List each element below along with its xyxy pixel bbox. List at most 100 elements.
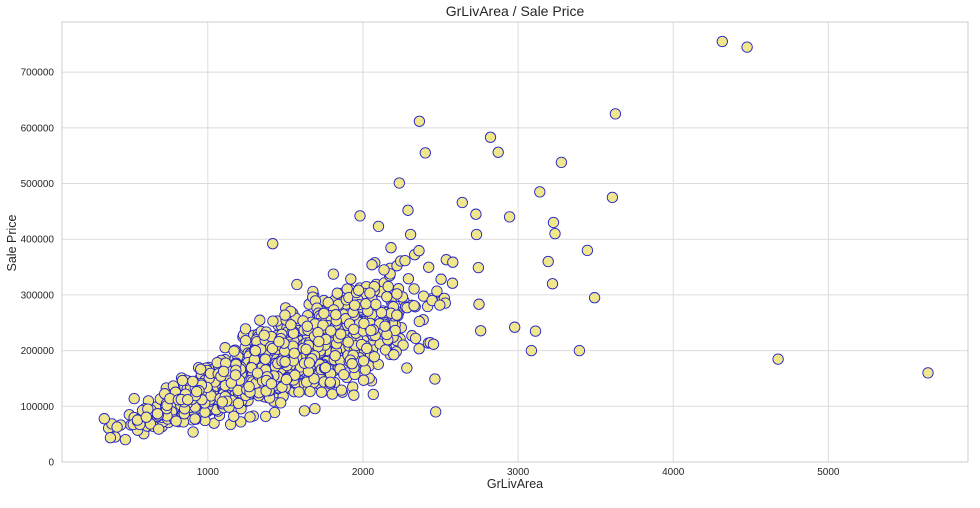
x-tick-label: 1000 (197, 467, 220, 478)
scatter-point (279, 309, 291, 321)
scatter-point (484, 131, 497, 143)
y-tick-label: 400000 (21, 235, 55, 246)
scatter-point (191, 385, 203, 398)
scatter-point (382, 280, 394, 293)
scatter-point (357, 374, 370, 386)
y-axis-title: Sale Price (5, 214, 19, 271)
scatter-point (309, 402, 321, 415)
x-axis-title: GrLivArea (487, 477, 543, 491)
scatter-point (588, 292, 601, 304)
grid (62, 22, 968, 463)
x-tick-label: 3000 (507, 467, 530, 478)
scatter-point (549, 227, 561, 240)
scatter-point (232, 397, 245, 410)
scatter-point (280, 373, 293, 386)
scatter-point (472, 261, 485, 274)
scatter-point (378, 264, 390, 276)
scatter-point (360, 298, 372, 310)
scatter-point (408, 300, 420, 312)
scatter-point (408, 283, 420, 295)
y-tick-label: 0 (48, 458, 54, 469)
scatter-point (399, 254, 411, 267)
scatter-point (402, 273, 415, 285)
scatter-point (348, 389, 360, 401)
scatter-point (104, 432, 117, 444)
scatter-point (542, 255, 554, 268)
scatter-point (187, 375, 199, 388)
scatter-point (304, 385, 316, 398)
scatter-point (716, 35, 728, 48)
scatter-point (260, 410, 272, 423)
scatter-point (431, 285, 443, 297)
scatter-point (470, 228, 483, 241)
scatter-point (243, 380, 255, 393)
scatter-point (327, 268, 340, 280)
scatter-point (217, 365, 230, 378)
scatter-point (413, 343, 425, 355)
scatter-point (509, 321, 521, 333)
scatter-point (456, 196, 468, 209)
scatter-point (423, 261, 435, 273)
scatter-point (228, 410, 240, 422)
scatter-point (357, 355, 370, 367)
scatter-point (338, 368, 350, 381)
scatter-point (365, 324, 377, 337)
scatter-point (216, 396, 228, 408)
scatter-point (525, 344, 538, 357)
scatter-point (534, 186, 546, 198)
scatter-point (404, 228, 417, 241)
scatter-point (346, 358, 358, 370)
scatter-point (228, 345, 240, 357)
scatter-point (413, 315, 425, 328)
scatter-point (385, 242, 397, 254)
scatter-point (176, 374, 189, 387)
scatter-point (266, 342, 279, 355)
scatter-point (368, 351, 380, 363)
scatter-point (546, 278, 559, 290)
y-tick-label: 500000 (21, 179, 55, 190)
y-tick-label: 300000 (21, 290, 55, 301)
scatter-point (331, 287, 343, 299)
scatter-point (267, 315, 279, 327)
scatter-point (352, 284, 365, 296)
scatter-point (128, 392, 140, 405)
scatter-point (140, 411, 152, 423)
scatter-point (741, 41, 753, 53)
y-tick-label: 200000 (21, 346, 55, 357)
scatter-point (182, 394, 194, 406)
scatter-point (475, 325, 487, 337)
scatter-point (153, 423, 165, 435)
scatter-point (503, 211, 516, 223)
scatter-point (315, 386, 328, 398)
scatter-point (446, 277, 459, 289)
scatter-point (358, 317, 370, 330)
scatter-point (98, 413, 110, 425)
scatter-point (293, 386, 305, 398)
scatter-point (492, 146, 504, 158)
y-tick-label: 700000 (21, 68, 55, 79)
scatter-point (581, 244, 594, 257)
scatter-point (606, 191, 619, 204)
scatter-point (397, 339, 409, 351)
scatter-point (285, 319, 297, 331)
scatter-point (402, 204, 414, 216)
scatter-point (313, 335, 325, 348)
scatter-point (279, 356, 291, 368)
scatter-point (335, 328, 347, 340)
scatter-point (254, 314, 266, 326)
scatter-point (229, 369, 242, 381)
scatter-point (354, 210, 366, 222)
scatter-point (547, 216, 560, 229)
scatter-point (189, 413, 201, 425)
scatter-point (364, 287, 376, 299)
tick-labels: 1000 2000 3000 4000 5000 0 100000 200000 300000 4… (21, 68, 840, 478)
scatter-point (388, 349, 400, 361)
scatter-point (470, 208, 482, 220)
scatter-point (325, 325, 337, 337)
scatter-point (298, 405, 311, 417)
scatter-point (772, 353, 784, 365)
scatter-point (348, 323, 360, 336)
scatter-point (391, 309, 403, 321)
scatter-point (291, 278, 303, 291)
